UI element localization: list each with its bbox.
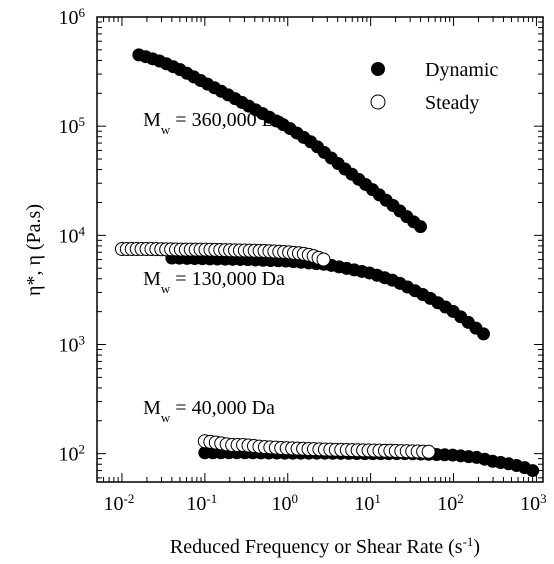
y-tick-label: 105: [59, 114, 86, 139]
y-tick-label-base: 10: [59, 225, 79, 247]
x-axis-label-tail: ): [473, 536, 480, 558]
data-point: [477, 327, 491, 341]
x-axis-label-main: Reduced Frequency or Shear Rate (s: [170, 536, 463, 558]
data-point: [526, 464, 540, 478]
x-axis-label: Reduced Frequency or Shear Rate (s-1): [170, 534, 480, 559]
x-tick-label-exp: 1: [374, 491, 381, 506]
legend-steady-marker: [370, 94, 386, 110]
y-tick-label-exp: 5: [79, 114, 86, 129]
annotation-m: M: [143, 109, 161, 131]
y-tick-label: 104: [59, 223, 86, 248]
legend-dynamic-marker: [371, 62, 385, 76]
x-tick-label: 100: [271, 491, 298, 516]
plot-frame: [96, 16, 544, 483]
data-point: [421, 444, 436, 459]
y-tick-label-base: 10: [59, 334, 79, 356]
annotation-sub: w: [161, 122, 171, 137]
x-tick-label-base: 10: [271, 493, 291, 515]
y-tick-label-exp: 4: [79, 223, 86, 238]
y-tick-label: 102: [59, 441, 86, 466]
x-tick-label: 10-1: [186, 491, 217, 516]
x-tick-label-exp: 0: [291, 491, 298, 506]
annotation-mw-2: Mw = 40,000 Da: [143, 397, 275, 425]
y-tick-label-base: 10: [59, 444, 79, 466]
y-tick-label: 106: [59, 5, 86, 30]
y-tick-label: 103: [59, 332, 86, 357]
annotation-sub: w: [161, 410, 171, 425]
tick-marks: [96, 16, 543, 482]
x-tick-label: 101: [354, 491, 381, 516]
y-tick-label-exp: 2: [79, 441, 86, 456]
annotation-mw-1: Mw = 130,000 Da: [143, 268, 285, 296]
annotation-rest: = 360,000 Da: [170, 109, 285, 131]
legend: Dynamic Steady: [370, 59, 498, 114]
x-axis-label-sup: -1: [463, 534, 474, 549]
x-tick-label-base: 10: [520, 493, 540, 515]
x-tick-label-base: 10: [104, 493, 124, 515]
annotation-rest: = 40,000 Da: [170, 397, 275, 419]
x-tick-label: 10-2: [104, 491, 135, 516]
data-point: [316, 252, 331, 267]
x-tick-label-exp: -1: [206, 491, 217, 506]
legend-steady-label: Steady: [425, 92, 479, 114]
x-tick-label: 102: [437, 491, 464, 516]
data-point: [414, 220, 428, 234]
annotation-sub: w: [161, 281, 171, 296]
annotation-m: M: [143, 397, 161, 419]
legend-dynamic-label: Dynamic: [425, 59, 498, 81]
x-tick-label-exp: 2: [457, 491, 464, 506]
y-tick-label-exp: 3: [79, 332, 86, 347]
annotation-m: M: [143, 268, 161, 290]
annotation-rest: = 130,000 Da: [170, 268, 285, 290]
x-tick-label-exp: -2: [124, 491, 135, 506]
x-tick-label: 103: [520, 491, 547, 516]
x-tick-label-base: 10: [186, 493, 206, 515]
x-tick-label-base: 10: [354, 493, 374, 515]
y-tick-label-exp: 6: [79, 5, 86, 20]
series-dynamic-0: [132, 48, 428, 234]
x-tick-label-base: 10: [437, 493, 457, 515]
series-steady-3: [114, 241, 331, 267]
x-tick-label-exp: 3: [540, 491, 547, 506]
y-axis-label: η*, η (Pa.s): [23, 204, 45, 296]
series-steady-4: [197, 434, 436, 459]
annotation-mw-0: Mw = 360,000 Da: [143, 109, 285, 136]
y-tick-label-base: 10: [59, 7, 79, 29]
data-series: [114, 48, 540, 478]
y-tick-label-base: 10: [59, 116, 79, 138]
